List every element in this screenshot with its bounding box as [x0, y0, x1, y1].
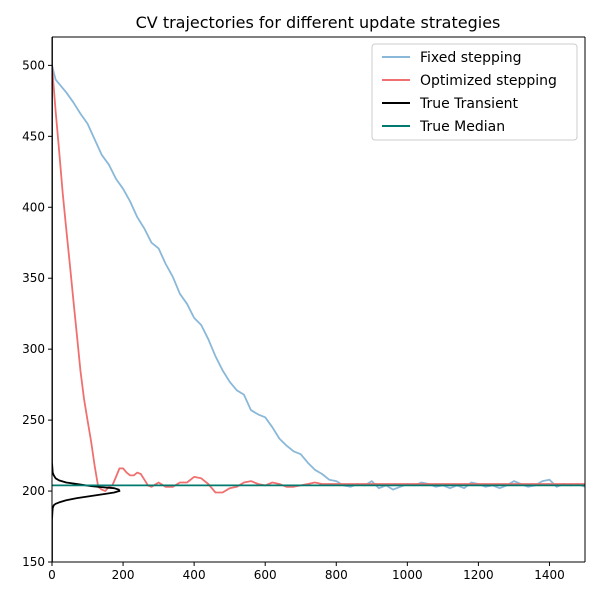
x-tick-label: 1400 — [534, 568, 565, 582]
x-tick-label: 1200 — [463, 568, 494, 582]
legend-label-optimized-stepping: Optimized stepping — [420, 73, 557, 89]
x-tick-label: 0 — [48, 568, 56, 582]
y-tick-label: 200 — [22, 484, 45, 498]
y-tick-label: 500 — [22, 58, 45, 72]
y-tick-label: 450 — [22, 129, 45, 143]
legend: Fixed stepping Optimized stepping True Tra… — [371, 43, 578, 141]
y-tick-label: 350 — [22, 271, 45, 285]
y-tick-label: 150 — [22, 555, 45, 569]
legend-label-true-transient: True Transient — [419, 96, 519, 112]
series-line-true-transient — [52, 37, 121, 562]
x-tick-label: 800 — [325, 568, 348, 582]
y-tick-label: 400 — [22, 200, 45, 214]
x-tick-label: 200 — [112, 568, 135, 582]
legend-label-fixed-stepping: Fixed stepping — [420, 50, 522, 66]
x-tick-label: 400 — [183, 568, 206, 582]
x-tick-label: 600 — [254, 568, 277, 582]
legend-box — [371, 43, 578, 141]
y-tick-label: 300 — [22, 342, 45, 356]
series-line-optimized-stepping — [52, 65, 585, 494]
chart-title: CV trajectories for different update str… — [136, 13, 501, 32]
series-line-fixed-stepping — [52, 65, 585, 491]
axes: 0 200 400 600 800 1000 1200 1400 150 200 250 300 350… — [22, 36, 586, 582]
plot-lines — [52, 37, 585, 562]
y-tick-label: 250 — [22, 413, 45, 427]
x-tick-label: 1000 — [392, 568, 423, 582]
legend-label-true-median: True Median — [419, 119, 505, 135]
